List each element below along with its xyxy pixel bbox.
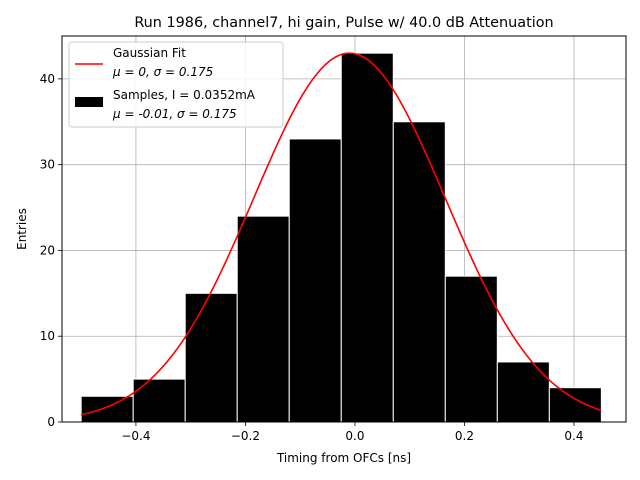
gaussian-fit-curve bbox=[80, 52, 602, 416]
y-axis-label: Entries bbox=[15, 208, 29, 250]
histogram-bars bbox=[80, 52, 602, 423]
y-tick-label: 30 bbox=[40, 158, 55, 172]
histogram-bar bbox=[548, 387, 602, 423]
legend-fit-stats: μ = 0, σ = 0.175 bbox=[112, 65, 213, 79]
legend-samples-stats: μ = -0.01, σ = 0.175 bbox=[112, 107, 237, 121]
y-tick-label: 10 bbox=[40, 329, 55, 343]
legend-box bbox=[68, 41, 284, 128]
x-tick-label: 0.0 bbox=[345, 429, 364, 443]
x-tick-label: −0.4 bbox=[121, 429, 150, 443]
histogram-bar bbox=[236, 215, 290, 423]
legend: Gaussian Fit μ = 0, σ = 0.175 Samples, I… bbox=[68, 41, 284, 128]
x-tick-label: −0.2 bbox=[231, 429, 260, 443]
histogram-bar bbox=[184, 292, 238, 423]
y-tick-label: 20 bbox=[40, 243, 55, 257]
legend-samples-label: Samples, I = 0.0352mA bbox=[113, 88, 256, 102]
legend-samples-swatch bbox=[75, 97, 103, 107]
plot-frame bbox=[61, 35, 627, 423]
histogram-bar bbox=[132, 378, 186, 423]
x-tick-label: 0.4 bbox=[564, 429, 583, 443]
chart-title: Run 1986, channel7, hi gain, Pulse w/ 40… bbox=[134, 15, 553, 31]
histogram-bar bbox=[340, 52, 394, 423]
legend-fit-label: Gaussian Fit bbox=[113, 46, 186, 60]
histogram-bar bbox=[496, 361, 550, 423]
y-tick-label: 0 bbox=[47, 415, 55, 429]
histogram-bar bbox=[392, 121, 446, 423]
histogram-bar bbox=[80, 395, 134, 423]
y-axis-ticks: 0 10 20 30 40 bbox=[40, 72, 62, 429]
histogram-bar bbox=[288, 138, 342, 423]
x-axis-label: Timing from OFCs [ns] bbox=[276, 451, 411, 465]
y-tick-label: 40 bbox=[40, 72, 55, 86]
x-axis-ticks: −0.4 −0.2 0.0 0.2 0.4 bbox=[121, 422, 584, 443]
x-tick-label: 0.2 bbox=[455, 429, 474, 443]
histogram-bar bbox=[444, 275, 498, 423]
